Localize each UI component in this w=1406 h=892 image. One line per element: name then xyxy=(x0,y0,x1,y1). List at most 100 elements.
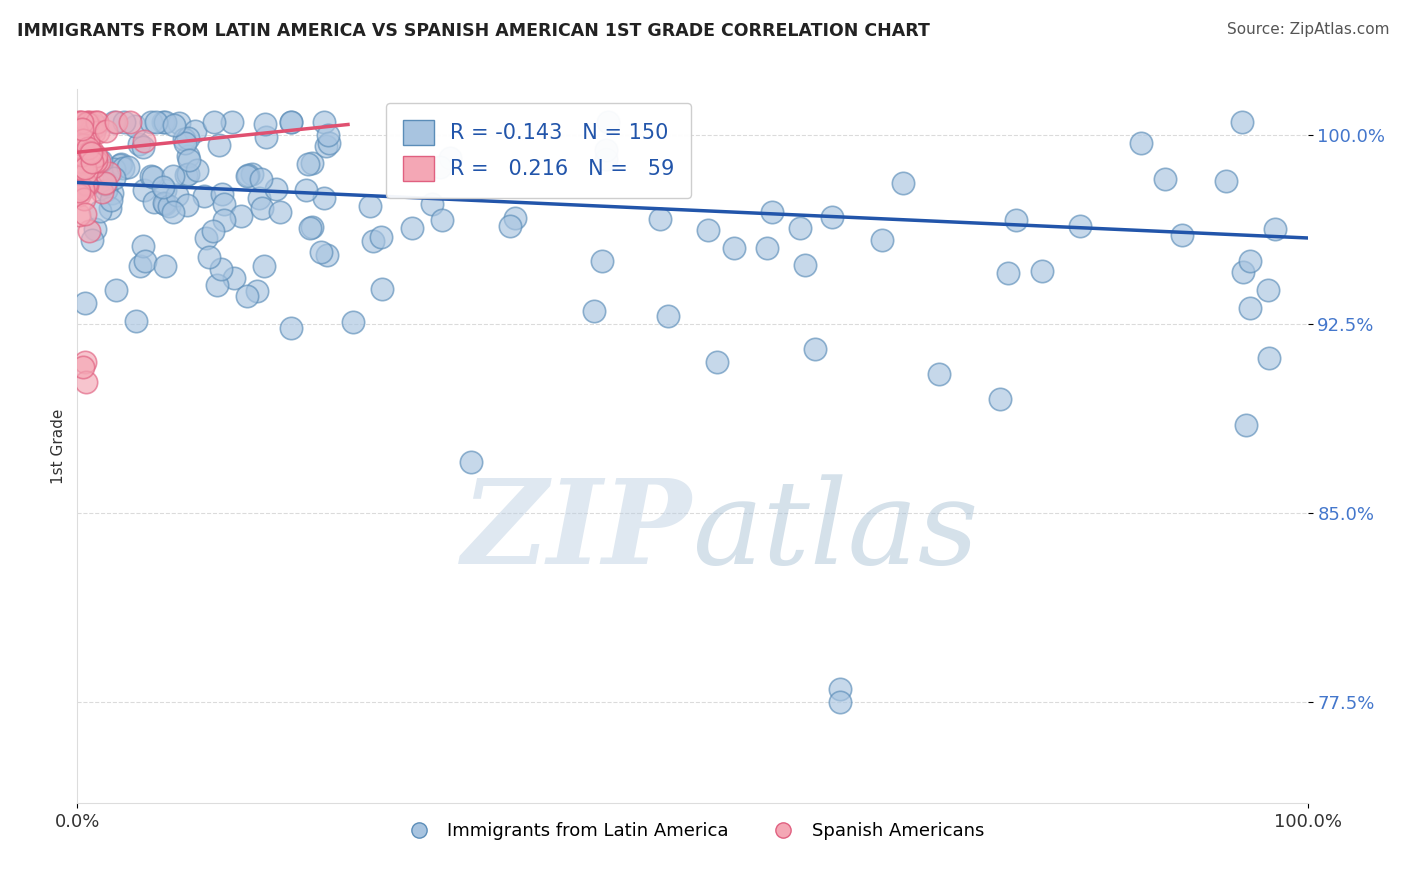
Point xyxy=(830,695,852,709)
Point xyxy=(761,205,783,219)
Point xyxy=(460,455,482,469)
Point xyxy=(1129,136,1152,150)
Point xyxy=(294,183,316,197)
Point xyxy=(152,180,174,194)
Point xyxy=(221,115,243,129)
Point xyxy=(201,225,224,239)
Point xyxy=(104,283,127,297)
Point xyxy=(318,136,340,151)
Point xyxy=(141,169,163,184)
Point xyxy=(83,151,105,165)
Point xyxy=(280,115,302,129)
Point xyxy=(124,120,146,134)
Point xyxy=(75,166,97,180)
Point xyxy=(103,161,125,176)
Point xyxy=(72,359,94,374)
Point xyxy=(1031,264,1053,278)
Point xyxy=(93,176,115,190)
Point xyxy=(439,151,461,165)
Point xyxy=(370,230,392,244)
Point xyxy=(205,277,228,292)
Point xyxy=(696,223,718,237)
Point xyxy=(297,157,319,171)
Point xyxy=(73,161,96,175)
Point xyxy=(94,183,117,197)
Point xyxy=(82,155,104,169)
Point xyxy=(75,375,97,389)
Point xyxy=(793,259,815,273)
Point xyxy=(247,190,270,204)
Point xyxy=(89,203,111,218)
Point xyxy=(84,222,107,236)
Point xyxy=(73,354,96,368)
Point xyxy=(84,119,107,133)
Point xyxy=(82,115,104,129)
Point xyxy=(370,282,392,296)
Point xyxy=(87,125,110,139)
Point xyxy=(70,122,93,136)
Point xyxy=(250,201,273,215)
Point xyxy=(80,122,103,136)
Point xyxy=(77,115,100,129)
Point xyxy=(312,115,335,129)
Point xyxy=(155,183,177,197)
Point xyxy=(229,209,252,223)
Point xyxy=(359,199,381,213)
Point xyxy=(657,309,679,323)
Point xyxy=(1154,172,1177,186)
Text: IMMIGRANTS FROM LATIN AMERICA VS SPANISH AMERICAN 1ST GRADE CORRELATION CHART: IMMIGRANTS FROM LATIN AMERICA VS SPANISH… xyxy=(17,22,929,40)
Point xyxy=(128,137,150,152)
Point xyxy=(111,161,134,175)
Point xyxy=(108,159,131,173)
Point xyxy=(891,177,914,191)
Point xyxy=(98,201,121,215)
Point xyxy=(67,187,90,202)
Point xyxy=(301,220,323,235)
Point xyxy=(174,136,197,151)
Point xyxy=(76,121,98,136)
Point xyxy=(162,204,184,219)
Point xyxy=(103,115,125,129)
Point xyxy=(212,197,235,211)
Point xyxy=(179,153,201,168)
Point xyxy=(73,192,96,206)
Point xyxy=(988,392,1011,407)
Point xyxy=(166,187,188,202)
Point xyxy=(97,165,120,179)
Point xyxy=(132,139,155,153)
Point xyxy=(134,254,156,268)
Point xyxy=(648,212,671,227)
Point xyxy=(193,188,215,202)
Point xyxy=(82,160,104,174)
Point xyxy=(1257,283,1279,297)
Point xyxy=(1170,227,1192,242)
Point xyxy=(1215,173,1237,187)
Point xyxy=(361,234,384,248)
Y-axis label: 1st Grade: 1st Grade xyxy=(51,409,66,483)
Point xyxy=(69,115,91,129)
Point xyxy=(342,314,364,328)
Point xyxy=(264,182,287,196)
Point xyxy=(86,115,108,129)
Point xyxy=(104,115,127,129)
Point xyxy=(1069,219,1091,234)
Point xyxy=(79,145,101,160)
Point xyxy=(212,213,235,227)
Point xyxy=(595,143,617,157)
Point xyxy=(132,183,155,197)
Point xyxy=(69,115,91,129)
Point xyxy=(755,241,778,255)
Point xyxy=(254,117,277,131)
Point xyxy=(250,171,273,186)
Point xyxy=(1234,417,1257,432)
Point xyxy=(70,115,93,129)
Point xyxy=(112,115,135,129)
Point xyxy=(498,219,520,234)
Point xyxy=(153,196,176,211)
Point xyxy=(253,259,276,273)
Point xyxy=(75,152,97,166)
Point xyxy=(429,160,451,174)
Point xyxy=(77,134,100,148)
Point xyxy=(706,354,728,368)
Point xyxy=(176,198,198,212)
